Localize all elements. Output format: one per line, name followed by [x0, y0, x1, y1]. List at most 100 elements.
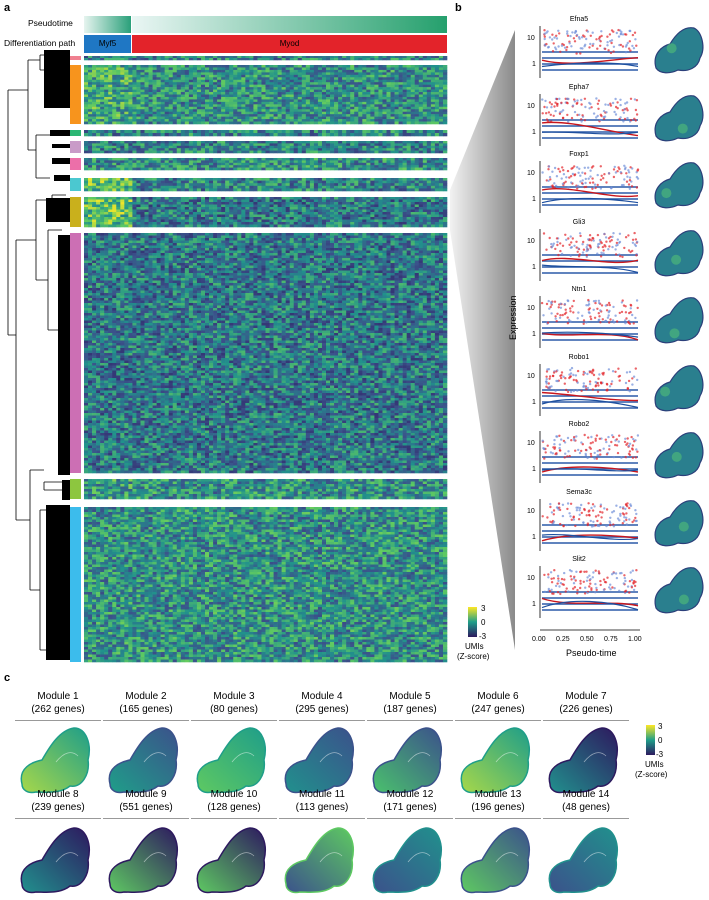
module-gene-count: (48 genes): [540, 801, 632, 814]
y-tick-1: 1: [532, 601, 536, 608]
module-umap-2: [108, 727, 178, 794]
module-umap-11: [284, 827, 354, 894]
module-title: Module 6 (247 genes): [452, 690, 544, 716]
module-underline: [103, 720, 189, 721]
module-name: Module 7: [540, 690, 632, 703]
heatmap-legend-min: -3: [479, 632, 486, 641]
module-name: Module 12: [364, 788, 456, 801]
module-umap-4: [284, 727, 354, 794]
gene-name-foxp1: Foxp1: [524, 151, 634, 158]
y-tick-1: 1: [532, 61, 536, 68]
expression-plot-gli3: [539, 228, 639, 281]
heatmap-block-2: [84, 65, 448, 125]
gene-name-robo1: Robo1: [524, 354, 634, 361]
module-color-bar-6: [70, 178, 81, 191]
module-umap-8: [20, 827, 90, 894]
path-bar-myod: [132, 35, 447, 53]
module-legend-mid: 0: [658, 736, 662, 745]
y-tick-1: 1: [532, 534, 536, 541]
module-umap-14: [548, 827, 618, 894]
heatmap-legend-title2: (Z-score): [457, 652, 489, 661]
heatmap-legend-mid: 0: [481, 618, 485, 627]
gene-umap-gli3: [654, 229, 704, 276]
module-umap-1: [20, 727, 90, 794]
gene-umap-sema3c: [654, 499, 704, 546]
gene-name-slit2: Slit2: [524, 556, 634, 563]
y-tick-10: 10: [527, 305, 535, 312]
expression-plot-efna5: [539, 26, 639, 78]
expression-plot-robo2: [539, 431, 640, 483]
module-title: Module 10 (128 genes): [188, 788, 280, 814]
path-label-myod: Myod: [132, 39, 447, 48]
zoom-wedge: [450, 30, 515, 650]
pseudotime-axis-title: Pseudo-time: [566, 648, 617, 658]
y-tick-10: 10: [527, 440, 535, 447]
expression-plot-foxp1: [539, 161, 640, 213]
y-tick-10: 10: [527, 373, 535, 380]
module-title: Module 7 (226 genes): [540, 690, 632, 716]
heatmap-block-1: [84, 56, 448, 61]
gene-umap-robo1: [654, 364, 704, 411]
module-gene-count: (551 genes): [100, 801, 192, 814]
module-gene-count: (187 genes): [364, 703, 456, 716]
y-tick-1: 1: [532, 196, 536, 203]
gene-name-ntn1: Ntn1: [524, 286, 634, 293]
module-underline: [191, 818, 277, 819]
y-tick-1: 1: [532, 466, 536, 473]
module-gene-count: (226 genes): [540, 703, 632, 716]
module-underline: [367, 720, 453, 721]
module-name: Module 13: [452, 788, 544, 801]
module-umap-6: [460, 727, 530, 794]
module-underline: [279, 720, 365, 721]
module-colorbar: [646, 725, 655, 755]
heatmap-block-10: [84, 507, 448, 663]
module-color-bar-1: [70, 56, 81, 60]
module-name: Module 10: [188, 788, 280, 801]
expression-plot-ntn1: [539, 296, 639, 348]
y-tick-10: 10: [527, 575, 535, 582]
path-label-myf5: Myf5: [84, 39, 131, 48]
module-underline: [455, 818, 541, 819]
pseudotime-bar-myf5: [84, 16, 131, 33]
expression-plot-epha7: [539, 93, 639, 146]
module-umap-3: [196, 727, 266, 794]
module-color-bar-4: [70, 141, 81, 153]
heatmap-block-5: [84, 158, 448, 171]
module-underline: [15, 818, 101, 819]
differentiation-path-row-label: Differentiation path: [4, 38, 75, 48]
module-title: Module 9 (551 genes): [100, 788, 192, 814]
panel-a-label: a: [4, 2, 10, 14]
module-color-bar-10: [70, 507, 81, 662]
y-tick-1: 1: [532, 129, 536, 136]
y-tick-10: 10: [527, 35, 535, 42]
y-tick-10: 10: [527, 238, 535, 245]
module-title: Module 2 (165 genes): [100, 690, 192, 716]
module-name: Module 8: [12, 788, 104, 801]
module-underline: [367, 818, 453, 819]
panel-c-label: c: [4, 672, 10, 684]
gene-name-efna5: Efna5: [524, 16, 634, 23]
module-color-bar-2: [70, 65, 81, 124]
expression-plot-slit2: [539, 566, 639, 618]
y-tick-1: 1: [532, 264, 536, 271]
module-legend-max: 3: [658, 722, 662, 731]
module-gene-count: (165 genes): [100, 703, 192, 716]
module-underline: [543, 818, 629, 819]
heatmap-block-6: [84, 178, 448, 192]
module-umap-5: [372, 727, 442, 794]
module-underline: [455, 720, 541, 721]
module-gene-count: (113 genes): [276, 801, 368, 814]
module-name: Module 2: [100, 690, 192, 703]
x-tick: 0.75: [604, 636, 618, 643]
module-gene-count: (128 genes): [188, 801, 280, 814]
module-underline: [543, 720, 629, 721]
x-tick: 0.00: [532, 636, 546, 643]
heatmap-block-4: [84, 141, 448, 154]
panel-b-label: b: [455, 2, 462, 14]
heatmap-legend-title1: UMIs: [465, 642, 484, 651]
gene-name-epha7: Epha7: [524, 84, 634, 91]
y-tick-10: 10: [527, 103, 535, 110]
module-title: Module 8 (239 genes): [12, 788, 104, 814]
module-title: Module 5 (187 genes): [364, 690, 456, 716]
module-name: Module 6: [452, 690, 544, 703]
